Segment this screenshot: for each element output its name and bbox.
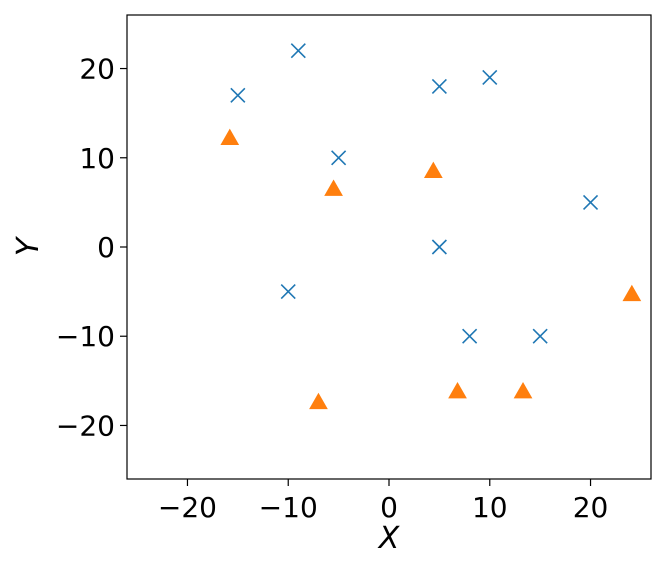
x-tick-label: 0 xyxy=(380,491,398,524)
y-tick-label: 10 xyxy=(79,142,115,175)
triangle-marker-point xyxy=(309,392,328,410)
triangle-marker-point xyxy=(324,179,343,196)
data-marks xyxy=(220,43,642,410)
x-tick-label: 10 xyxy=(472,491,508,524)
x-marker-point xyxy=(532,328,548,344)
y-tick-label: −20 xyxy=(56,409,115,442)
x-marker-point xyxy=(230,87,246,103)
x-marker-point xyxy=(431,239,447,255)
y-tick-label: 20 xyxy=(79,53,115,86)
triangle-marker-point xyxy=(448,382,467,399)
y-tick-label: −10 xyxy=(56,320,115,353)
triangle-marker-point xyxy=(513,382,533,399)
x-tick-label: 20 xyxy=(573,491,609,524)
triangle-marker-point xyxy=(423,161,443,179)
triangle-marker-point xyxy=(622,284,642,302)
y-tick-label: 0 xyxy=(97,231,115,264)
x-axis-label: X xyxy=(377,521,401,556)
x-marker-point xyxy=(331,150,347,166)
x-tick-label: −10 xyxy=(259,491,318,524)
x-marker-point xyxy=(462,328,478,344)
x-axis-ticks: −20 −10 0 10 20 xyxy=(158,479,608,524)
y-axis-label: Y xyxy=(11,235,46,256)
x-marker-point xyxy=(482,69,498,86)
x-marker-point xyxy=(290,43,306,59)
x-marker-point xyxy=(431,78,447,94)
x-marker-point xyxy=(582,194,599,210)
triangle-marker-point xyxy=(220,128,240,146)
x-marker-point xyxy=(280,284,296,300)
y-axis-ticks: −20 −10 0 10 20 xyxy=(56,53,127,442)
plot-frame xyxy=(126,14,652,480)
x-tick-label: −20 xyxy=(158,491,217,524)
